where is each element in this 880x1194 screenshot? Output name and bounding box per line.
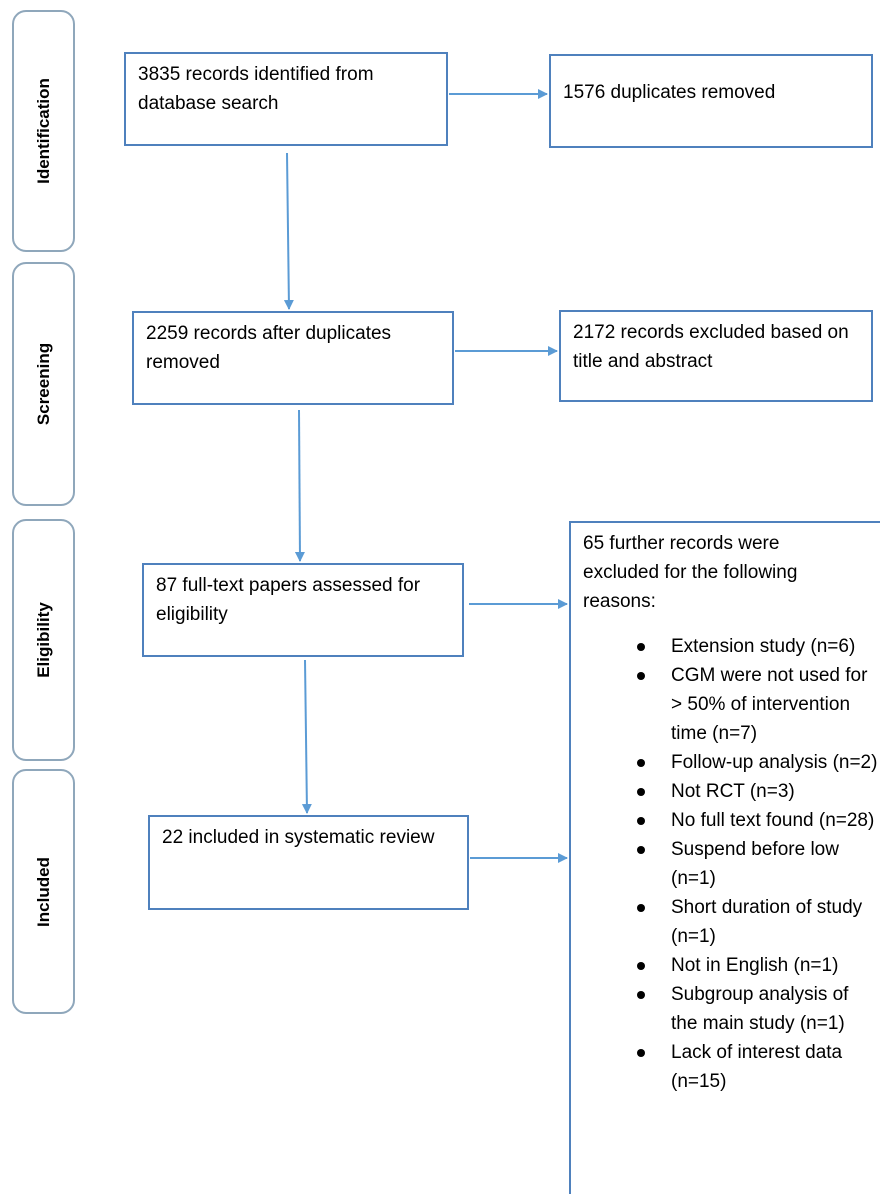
box-records-identified: 3835 records identified from database se… xyxy=(124,52,448,146)
arrow-eligibility-to-included xyxy=(301,659,312,814)
box-excluded-title-abstract: 2172 records excluded based on title and… xyxy=(559,310,873,402)
exclusions-intro: 65 further records were excluded for the… xyxy=(583,533,798,612)
phase-eligibility: Eligibility xyxy=(12,519,75,761)
phase-identification: Identification xyxy=(12,10,75,252)
box-after-duplicates: 2259 records after duplicates removed xyxy=(132,311,454,405)
list-item: Not in English (n=1) xyxy=(583,951,880,980)
phase-screening: Screening xyxy=(12,262,75,506)
box-fulltext-assessed: 87 full-text papers assessed for eligibi… xyxy=(142,563,464,657)
phase-label: Identification xyxy=(33,78,53,184)
list-item: Not RCT (n=3) xyxy=(583,777,880,806)
list-item: Follow-up analysis (n=2) xyxy=(583,748,880,777)
exclusion-reasons-list: Extension study (n=6) CGM were not used … xyxy=(583,632,880,1096)
list-item: No full text found (n=28) xyxy=(583,806,880,835)
box-included-review: 22 included in systematic review xyxy=(148,815,469,910)
phase-label: Screening xyxy=(33,342,53,426)
list-item: Extension study (n=6) xyxy=(583,632,880,661)
box-duplicates-removed: 1576 duplicates removed xyxy=(549,54,873,148)
arrow-identified-to-screening xyxy=(283,152,294,310)
list-item: Short duration of study (n=1) xyxy=(583,893,880,951)
phase-label: Eligibility xyxy=(33,602,53,678)
box-exclusion-reasons: 65 further records were excluded for the… xyxy=(569,521,880,1194)
list-item: Suspend before low (n=1) xyxy=(583,835,880,893)
list-item: CGM were not used for > 50% of intervent… xyxy=(583,661,880,748)
phase-label: Included xyxy=(33,856,53,927)
arrow-screening-to-eligibility xyxy=(294,409,305,562)
phase-included: Included xyxy=(12,769,75,1014)
list-item: Lack of interest data (n=15) xyxy=(583,1038,880,1096)
list-item: Subgroup analysis of the main study (n=1… xyxy=(583,980,880,1038)
